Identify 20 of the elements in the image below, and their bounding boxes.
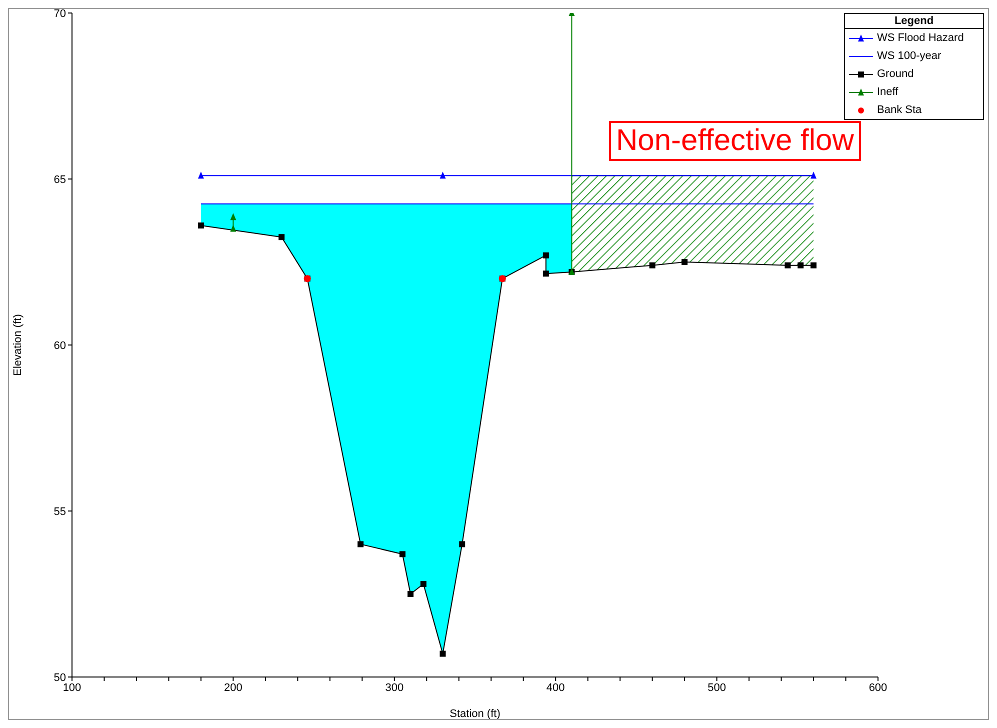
x-tick-label: 500 (708, 682, 726, 694)
legend-label: Ineff (877, 86, 898, 98)
y-tick-label: 65 (54, 174, 66, 186)
legend-label: WS Flood Hazard (877, 32, 964, 44)
y-tick-label: 50 (54, 672, 66, 684)
x-axis-title: Station (ft) (450, 708, 500, 720)
legend-title: Legend (893, 14, 935, 28)
x-tick-label: 600 (868, 682, 888, 694)
legend-label: WS 100-year (877, 50, 942, 62)
y-axis-title: Elevation (ft) (12, 314, 24, 376)
x-tick-label: 400 (546, 682, 565, 694)
annotation: Non-effective flow (609, 121, 861, 161)
legend-label: Ground (877, 68, 914, 80)
y-tick-label: 60 (54, 340, 66, 352)
x-tick-label: 100 (62, 682, 82, 694)
y-tick-label: 55 (54, 506, 66, 518)
legend-label: Bank Sta (877, 104, 922, 116)
x-tick-label: 300 (385, 682, 404, 694)
x-tick-label: 200 (224, 682, 242, 694)
y-tick-label: 70 (54, 8, 66, 20)
